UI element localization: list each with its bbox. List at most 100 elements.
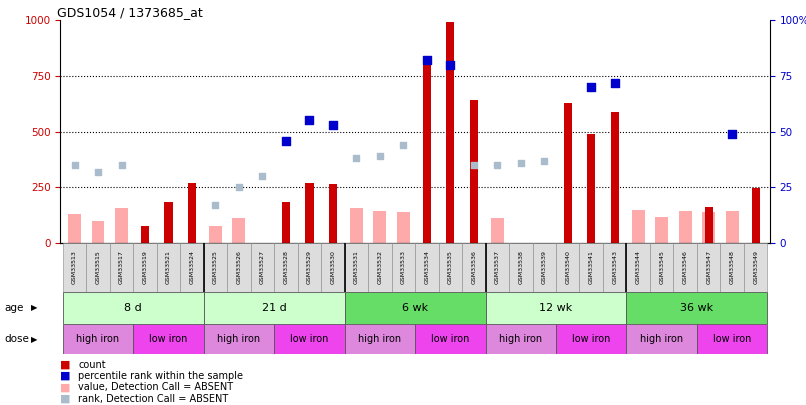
Bar (305, 183, 314, 243)
Bar (282, 202, 290, 243)
Text: GSM33529: GSM33529 (307, 250, 312, 284)
Bar (556, 324, 626, 354)
Bar (556, 243, 580, 292)
Text: low iron: low iron (431, 334, 470, 344)
Bar (63, 243, 86, 292)
Bar (655, 217, 668, 243)
Bar (251, 243, 274, 292)
Point (280, 137, 293, 144)
Text: ■: ■ (60, 371, 71, 381)
Text: low iron: low iron (149, 334, 188, 344)
Bar (86, 243, 110, 292)
Bar (725, 211, 738, 243)
Text: GSM33536: GSM33536 (472, 250, 476, 284)
Text: 8 d: 8 d (124, 303, 142, 313)
Text: GSM33513: GSM33513 (72, 250, 77, 284)
Bar (232, 219, 245, 243)
Text: rank, Detection Call = ABSENT: rank, Detection Call = ABSENT (78, 394, 228, 403)
Text: GSM33545: GSM33545 (659, 250, 664, 284)
Text: 6 wk: 6 wk (402, 303, 428, 313)
Bar (611, 111, 619, 243)
Bar (133, 243, 156, 292)
Point (232, 184, 245, 191)
Bar (373, 211, 386, 243)
Bar (204, 324, 274, 354)
Point (92, 168, 105, 175)
Text: 36 wk: 36 wk (680, 303, 713, 313)
Bar (115, 209, 128, 243)
Bar (626, 324, 697, 354)
Bar (563, 103, 572, 243)
Bar (321, 243, 345, 292)
Bar (491, 219, 504, 243)
Bar (587, 134, 596, 243)
Bar (415, 324, 485, 354)
Bar (368, 243, 392, 292)
Bar (345, 243, 368, 292)
Bar (697, 243, 721, 292)
Text: age: age (4, 303, 23, 313)
Text: GSM33530: GSM33530 (330, 250, 335, 284)
Bar (392, 243, 415, 292)
Bar (164, 202, 172, 243)
Text: GSM33541: GSM33541 (588, 250, 594, 284)
Point (326, 122, 339, 128)
Bar (415, 243, 438, 292)
Bar (227, 243, 251, 292)
Bar (626, 243, 650, 292)
Bar (509, 243, 533, 292)
Text: GSM33539: GSM33539 (542, 250, 546, 284)
Text: GSM33538: GSM33538 (518, 250, 523, 284)
Text: GSM33537: GSM33537 (495, 250, 500, 284)
Text: value, Detection Call = ABSENT: value, Detection Call = ABSENT (78, 382, 233, 392)
Bar (397, 212, 409, 243)
Text: GSM33544: GSM33544 (636, 250, 641, 284)
Text: low iron: low iron (290, 334, 329, 344)
Text: GSM33547: GSM33547 (706, 250, 711, 284)
Bar (744, 243, 767, 292)
Text: high iron: high iron (640, 334, 683, 344)
Text: GSM33546: GSM33546 (683, 250, 688, 284)
Bar (297, 243, 321, 292)
Bar (702, 212, 715, 243)
Text: GSM33531: GSM33531 (354, 250, 359, 284)
Text: low iron: low iron (713, 334, 751, 344)
Bar (470, 100, 478, 243)
Text: GSM33549: GSM33549 (753, 250, 758, 284)
Bar (603, 243, 626, 292)
Bar (462, 243, 485, 292)
Text: GSM33525: GSM33525 (213, 250, 218, 284)
Text: GSM33540: GSM33540 (565, 250, 571, 284)
Point (115, 162, 128, 168)
Bar (580, 243, 603, 292)
Text: GSM33515: GSM33515 (96, 250, 101, 284)
Text: ▶: ▶ (31, 335, 37, 344)
Text: GSM33534: GSM33534 (424, 250, 430, 284)
Point (467, 162, 480, 168)
Text: GSM33543: GSM33543 (613, 250, 617, 284)
Text: 21 d: 21 d (262, 303, 287, 313)
Bar (697, 324, 767, 354)
Bar (533, 243, 556, 292)
Bar (188, 183, 196, 243)
Bar (181, 243, 204, 292)
Bar (274, 324, 345, 354)
Bar (751, 188, 760, 243)
Bar (422, 56, 431, 243)
Point (256, 173, 269, 179)
Bar (485, 292, 626, 324)
Bar (204, 292, 345, 324)
Bar (485, 243, 509, 292)
Text: GSM33528: GSM33528 (284, 250, 289, 284)
Bar (156, 243, 181, 292)
Bar (68, 214, 81, 243)
Text: count: count (78, 360, 106, 369)
Point (350, 155, 363, 162)
Text: ▶: ▶ (31, 303, 37, 312)
Bar (438, 243, 462, 292)
Point (444, 62, 457, 68)
Bar (447, 22, 455, 243)
Bar (721, 243, 744, 292)
Bar (350, 209, 363, 243)
Bar (345, 292, 485, 324)
